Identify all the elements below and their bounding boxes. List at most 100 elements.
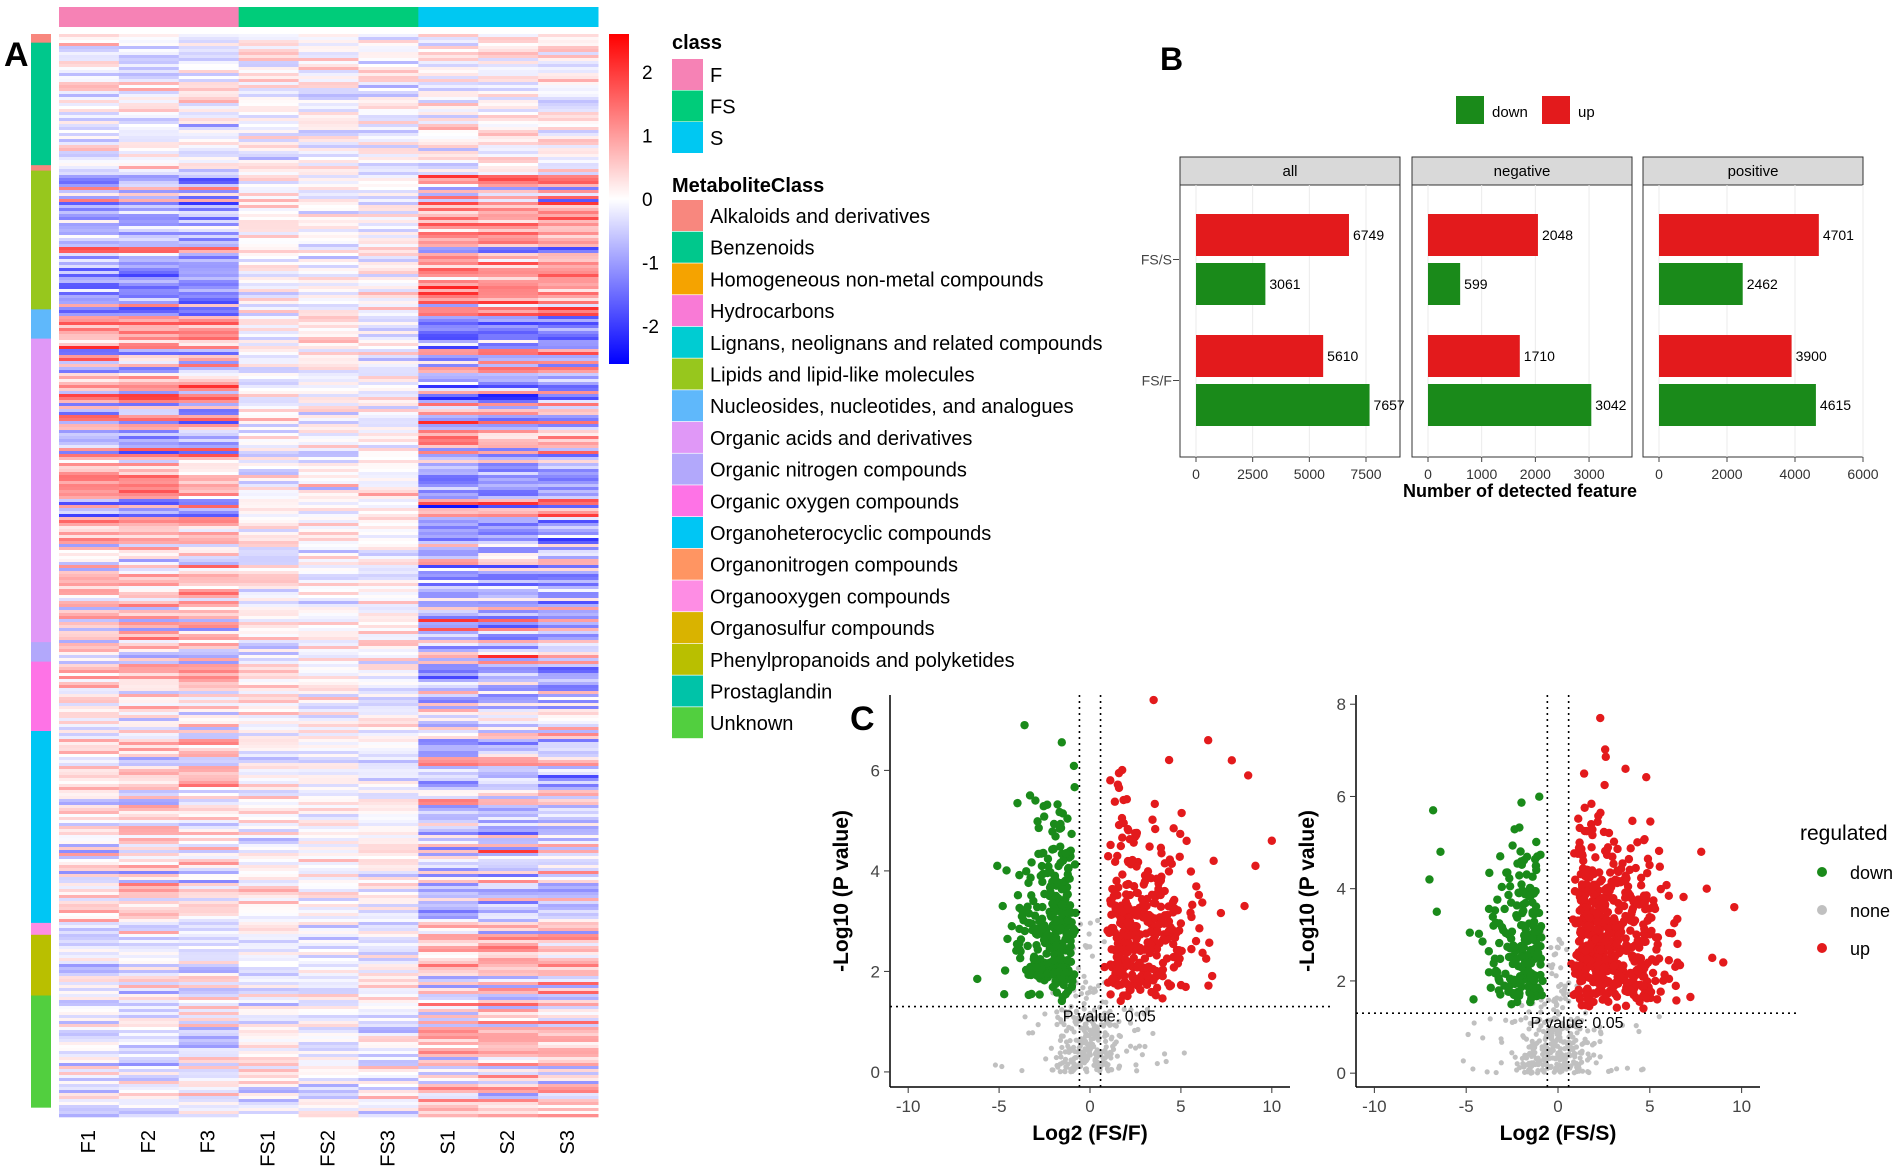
heatmap-cell [59, 907, 120, 911]
heatmap-cell [298, 547, 359, 551]
heatmap-cell [358, 499, 419, 503]
heatmap-cell [118, 955, 180, 959]
heatmap-cell [358, 550, 419, 554]
heatmap-cell [538, 676, 599, 680]
heatmap-cell [418, 292, 479, 296]
heatmap-cell [298, 457, 359, 461]
heatmap-cell [298, 163, 359, 167]
heatmap-cell [358, 679, 419, 683]
heatmap-cell [538, 64, 599, 68]
heatmap-cell [538, 748, 599, 752]
heatmap-cell [538, 937, 599, 941]
heatmap-cell [538, 637, 599, 641]
heatmap-cell [358, 787, 419, 791]
heatmap-cell [538, 481, 599, 485]
legend-metabolite-label: Lipids and lipid-like molecules [710, 365, 975, 387]
heatmap-cell [178, 355, 240, 359]
heatmap-cell [238, 532, 300, 536]
legend-metabolite-swatch [672, 326, 703, 358]
heatmap-cell [418, 352, 479, 356]
heatmap-cell [418, 142, 479, 146]
heatmap-cell [418, 685, 479, 689]
heatmap-cell [358, 727, 419, 731]
heatmap-cell [59, 178, 120, 182]
heatmap-cell [478, 424, 539, 428]
colorbar-tick-label: -1 [642, 253, 659, 274]
heatmap-cell [418, 400, 479, 404]
heatmap-cell [59, 148, 120, 152]
heatmap-cell [118, 661, 180, 665]
heatmap-cell [118, 292, 180, 296]
heatmap-cell [59, 460, 120, 464]
heatmap-cell [238, 814, 300, 818]
heatmap-cell [298, 541, 359, 545]
heatmap-cell [178, 712, 240, 716]
heatmap-cell [238, 394, 300, 398]
heatmap-cell [298, 685, 359, 689]
heatmap-cell [538, 1087, 599, 1091]
heatmap-cell [538, 394, 599, 398]
heatmap-cell [478, 967, 539, 971]
heatmap-cell [178, 37, 240, 41]
heatmap-cell [418, 79, 479, 83]
heatmap-cell [118, 754, 180, 758]
heatmap-cell [298, 106, 359, 110]
heatmap-cell [418, 493, 479, 497]
heatmap-cell [538, 445, 599, 449]
heatmap-cell [59, 388, 120, 392]
heatmap-cell [238, 484, 300, 488]
volcano-point-up [1106, 896, 1115, 905]
heatmap-cell [118, 583, 180, 587]
volcano-point-down [1497, 882, 1507, 892]
heatmap-cell [418, 538, 479, 542]
heatmap-cell [358, 658, 419, 662]
heatmap-cell [418, 895, 479, 899]
heatmap-cell [418, 589, 479, 593]
heatmap-cell [538, 1069, 599, 1073]
heatmap-cell [538, 907, 599, 911]
heatmap-cell [478, 61, 539, 65]
volcano-point-none [1043, 1056, 1049, 1062]
heatmap-cell [178, 484, 240, 488]
heatmap-cell [59, 112, 120, 116]
heatmap-cell [238, 670, 300, 674]
heatmap-cell [178, 178, 240, 182]
heatmap-cell [118, 1096, 180, 1100]
heatmap-cell [298, 1087, 359, 1091]
heatmap-cell [478, 712, 539, 716]
heatmap-cell [478, 376, 539, 380]
volcano-point-none [1564, 1025, 1571, 1032]
volcano-point-down [1067, 975, 1076, 985]
heatmap-cell [59, 118, 120, 122]
heatmap-cell [298, 1054, 359, 1058]
heatmap-cell [238, 301, 300, 305]
heatmap-cell [418, 451, 479, 455]
volcano-point-up [1123, 824, 1132, 834]
heatmap-cell [238, 340, 300, 344]
volcano-point-down [1495, 976, 1504, 986]
heatmap-cell [478, 241, 539, 245]
heatmap-cell [298, 1072, 359, 1076]
heatmap-cell [238, 1015, 300, 1019]
heatmap-cell [238, 469, 300, 473]
heatmap-cell [478, 1087, 539, 1091]
heatmap-cell [298, 460, 359, 464]
heatmap-cell [298, 751, 359, 755]
heatmap-cell [478, 739, 539, 743]
volcano-point-none [1512, 1054, 1518, 1060]
heatmap-cell [59, 535, 120, 539]
heatmap-cell [478, 919, 539, 923]
heatmap-cell [178, 1066, 240, 1070]
heatmap-cell [178, 889, 240, 893]
heatmap-cell [418, 322, 479, 326]
volcano-point-up [1198, 948, 1207, 958]
heatmap-cell [238, 523, 300, 527]
heatmap-cell [538, 1099, 599, 1103]
heatmap-cell [358, 517, 419, 521]
volcano-point-none [1636, 1028, 1642, 1035]
heatmap-cell [478, 730, 539, 734]
volcano-point-none [1134, 1068, 1140, 1074]
volcano-point-down [1506, 934, 1516, 943]
heatmap-cell [538, 436, 599, 440]
heatmap-cell [358, 592, 419, 596]
